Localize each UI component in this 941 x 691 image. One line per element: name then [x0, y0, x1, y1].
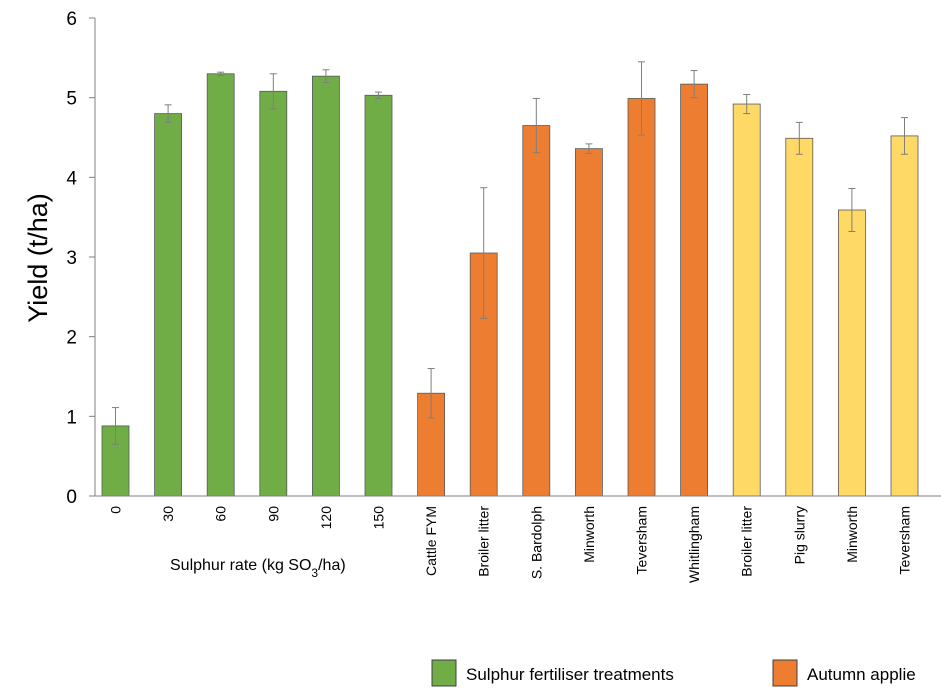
x-tick-label: 0: [108, 506, 124, 514]
y-tick-label: 1: [66, 407, 77, 428]
bars-group: [101, 61, 919, 497]
legend-label: Autumn applie: [807, 665, 916, 684]
legend-swatch: [431, 659, 457, 687]
bar: [680, 83, 708, 497]
y-tick-label: 5: [66, 89, 77, 110]
x-tick-label: 90: [265, 506, 281, 522]
bar: [311, 75, 340, 497]
bar: [838, 209, 866, 497]
sulphur-rate-axis-label: Sulphur rate (kg SO3/ha): [170, 557, 346, 580]
bar: [627, 98, 656, 497]
x-tick-label: 60: [213, 506, 229, 522]
x-tick-label: Broiler litter: [739, 506, 755, 577]
x-tick-label: Teversham: [897, 506, 913, 574]
y-tick-label: 3: [66, 248, 77, 269]
x-tick-label: Minworth: [844, 506, 860, 563]
bar: [206, 73, 235, 497]
bar: [732, 103, 761, 497]
bar: [785, 137, 814, 497]
x-tick-label: 120: [318, 506, 334, 530]
y-tick-label: 6: [66, 9, 77, 30]
bar: [259, 90, 288, 497]
legend-label: Sulphur fertiliser treatments: [466, 665, 674, 684]
x-tick-label: Whitlingham: [686, 506, 702, 583]
bar: [364, 94, 393, 497]
x-axis: 0 30 60 90 120 150 Cattle FYM Broiler litter S. …: [95, 495, 941, 583]
legend: Sulphur fertiliser treatments Autumn appl…: [431, 659, 916, 687]
x-tick-label: 30: [160, 506, 176, 522]
axis-label-subscript: 3: [311, 566, 318, 580]
bar: [890, 135, 919, 497]
y-axis: 0 1 2 3 4 5 6: [66, 9, 96, 508]
y-tick-label: 2: [66, 328, 77, 349]
y-tick-label: 4: [66, 168, 77, 189]
y-axis-label: Yield (t/ha): [23, 193, 53, 323]
bar: [522, 125, 551, 497]
y-tick-label: 0: [66, 487, 77, 508]
bar: [575, 148, 603, 497]
x-tick-label: Minworth: [581, 506, 597, 563]
x-tick-label: Teversham: [634, 506, 650, 574]
x-tick-label: Broiler litter: [476, 506, 492, 577]
x-tick-label: Cattle FYM: [423, 506, 439, 576]
x-tick-label: 150: [371, 506, 387, 530]
x-tick-label: Pig slurry: [791, 506, 807, 564]
x-tick-label: S. Bardolph: [528, 506, 544, 579]
legend-swatch: [772, 659, 798, 687]
axis-label-suffix: /ha): [318, 557, 346, 574]
bar: [154, 113, 183, 497]
axis-label-prefix: Sulphur rate (kg SO: [170, 557, 311, 574]
